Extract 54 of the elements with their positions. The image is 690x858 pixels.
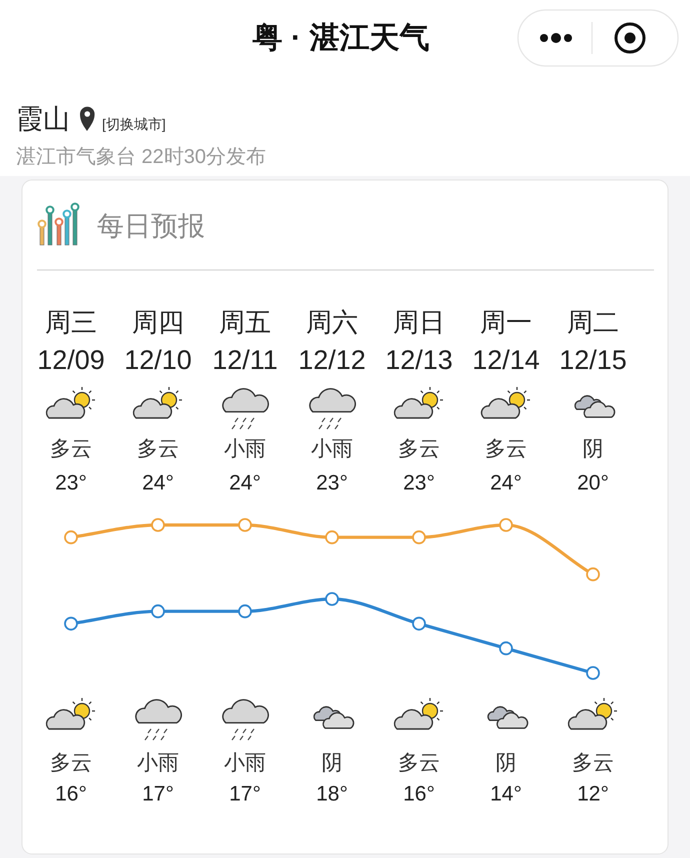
text: 阴 — [496, 752, 516, 774]
text: 多云 — [398, 438, 440, 460]
data-label: 24° — [229, 472, 261, 494]
point — [586, 567, 600, 582]
data-label: 24° — [490, 472, 522, 494]
point — [325, 592, 339, 606]
data-label: 14° — [490, 782, 522, 806]
x-tick-label: 周五 12/11 — [212, 307, 278, 375]
text: 多云 — [572, 752, 614, 774]
text: 霞山 — [16, 104, 70, 134]
data-label: 23° — [403, 472, 435, 494]
point — [238, 518, 252, 532]
data-label: 12° — [577, 782, 609, 806]
chart-subtitle: 每日预报 — [97, 211, 205, 241]
point — [325, 530, 339, 544]
x-tick-label: 周三 12/09 — [37, 307, 105, 375]
text: 小雨 — [224, 752, 266, 774]
data-label: 23° — [55, 472, 87, 494]
point — [151, 604, 165, 618]
text: 小雨 — [137, 752, 179, 774]
point — [499, 518, 513, 532]
x-tick-label: 周日 12/13 — [385, 307, 453, 375]
data-label: 23° — [316, 472, 348, 494]
text: 阴 — [322, 752, 342, 774]
text: 多云 — [398, 752, 440, 774]
data-label: 17° — [229, 782, 261, 806]
data-label: 18° — [316, 782, 348, 806]
point — [499, 641, 513, 656]
point — [412, 530, 426, 544]
text: 多云 — [485, 438, 527, 460]
point — [64, 616, 78, 631]
text: 湛江市气象台 22时30分发布 — [16, 146, 266, 168]
text: 多云 — [50, 438, 92, 460]
text: 小雨 — [224, 438, 266, 460]
data-label: 16° — [403, 782, 435, 806]
point — [586, 666, 600, 680]
point — [238, 604, 252, 618]
x-tick-label: 周一 12/14 — [472, 307, 540, 375]
point — [151, 518, 165, 532]
data-label: 20° — [577, 472, 609, 494]
data-label: 24° — [142, 472, 174, 494]
x-tick-label: 周四 12/10 — [124, 307, 192, 375]
text: 多云 — [50, 752, 92, 774]
x-tick-label: 周二 12/15 — [559, 307, 627, 375]
x-tick-label: 周六 12/12 — [298, 307, 366, 375]
point — [412, 616, 426, 631]
text: [切换城市] — [102, 116, 166, 132]
chart-title: 粤 · 湛江天气 — [252, 22, 430, 54]
point — [64, 530, 78, 544]
data-label: 16° — [55, 782, 87, 806]
text: 多云 — [137, 438, 179, 460]
text: 小雨 — [311, 438, 353, 460]
data-label: 17° — [142, 782, 174, 806]
text: 阴 — [582, 438, 604, 460]
